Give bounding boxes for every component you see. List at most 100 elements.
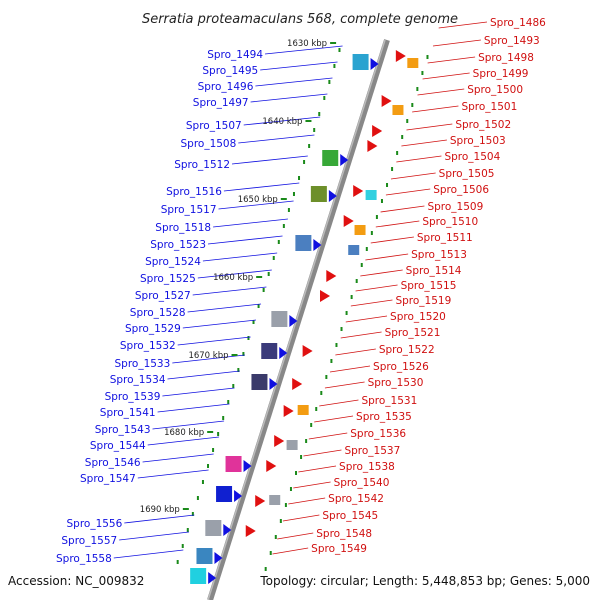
gene-label-left: Spro_1494: [207, 49, 263, 61]
leader-line-right: [303, 449, 342, 457]
kbp-label: 1690 kbp: [140, 505, 180, 515]
gene-arrow-forward: [269, 378, 278, 390]
kbp-label: 1630 kbp: [287, 39, 327, 49]
leader-line-right: [335, 348, 376, 356]
leader-line-right: [345, 315, 388, 323]
gene-label-right: Spro_1531: [361, 395, 417, 407]
leader-line-right: [390, 172, 436, 180]
tick-mark: [237, 368, 240, 372]
gene-arrow-reverse: [343, 215, 354, 227]
kbp-tick: [330, 42, 337, 44]
leader-line-left: [231, 155, 308, 165]
tick-mark: [318, 112, 321, 116]
tick-mark: [267, 272, 270, 276]
tick-mark: [196, 496, 199, 500]
gene-label-left: Spro_1557: [61, 535, 117, 547]
gene-arrow-forward: [208, 572, 217, 584]
tick-mark: [345, 311, 348, 315]
gene-block: [392, 105, 404, 115]
gene-label-right: Spro_1505: [439, 168, 495, 180]
tick-mark: [375, 215, 378, 219]
leader-line-left: [243, 116, 321, 126]
leader-line-left: [213, 218, 288, 228]
gene-label-left: Spro_1512: [174, 159, 230, 171]
gene-label-right: Spro_1530: [368, 377, 424, 389]
leader-line-right: [314, 415, 354, 423]
gene-label-left: Spro_1524: [145, 256, 201, 268]
gene-block: [190, 568, 207, 584]
kbp-label: 1670 kbp: [188, 351, 228, 361]
leader-line-right: [412, 105, 459, 113]
leader-line-left: [152, 420, 225, 430]
leader-line-left: [157, 403, 230, 413]
tick-mark: [370, 231, 373, 235]
gene-arrow-reverse: [381, 95, 392, 107]
leader-line-left: [218, 200, 294, 210]
gene-block: [271, 311, 288, 327]
gene-label-left: Spro_1529: [125, 323, 181, 335]
gene-label-right: Spro_1500: [467, 84, 523, 96]
gene-block: [295, 235, 312, 251]
tick-marks: [176, 48, 429, 571]
gene-block: [348, 245, 360, 255]
gene-label-right: Spro_1506: [433, 184, 489, 196]
tick-mark: [396, 151, 399, 155]
kbp-tick: [231, 354, 238, 356]
gene-label-left: Spro_1527: [135, 290, 191, 302]
gene-block: [225, 456, 242, 472]
gene-block: [310, 186, 327, 202]
gene-label-left: Spro_1495: [202, 65, 258, 77]
gene-label-right: Spro_1538: [339, 461, 395, 473]
gene-label-left: Spro_1496: [198, 81, 254, 93]
map-title: Serratia proteamaculans 568, complete ge…: [142, 12, 458, 27]
tick-mark: [355, 279, 358, 283]
gene-label-left: Spro_1528: [130, 307, 186, 319]
leader-line-left: [113, 549, 184, 559]
gene-block: [354, 225, 366, 235]
leader-line-left: [147, 436, 220, 446]
leader-line-right: [396, 155, 442, 163]
gene-label-left: Spro_1518: [155, 222, 211, 234]
gene-arrow-reverse: [266, 460, 277, 472]
leader-line-right: [380, 205, 425, 213]
leader-line-right: [438, 21, 488, 29]
label-leader-lines: [113, 21, 488, 559]
tick-mark: [295, 471, 298, 475]
tick-mark: [269, 551, 272, 555]
gene-arrow-reverse: [395, 50, 406, 62]
leader-line-left: [177, 336, 251, 346]
tick-mark: [201, 480, 204, 484]
tick-mark: [284, 503, 287, 507]
gene-label-right: Spro_1493: [484, 35, 540, 47]
gene-block: [352, 54, 369, 70]
left-gene-labels: Spro_1494 Spro_1495 Spro_1496 Spro_1497 Spro…: [56, 49, 263, 565]
leader-line-right: [350, 299, 393, 307]
gene-block: [261, 343, 278, 359]
gene-label-left: Spro_1539: [105, 391, 161, 403]
accession-text: Accession: NC_009832: [8, 574, 144, 588]
gene-label-right: Spro_1514: [406, 265, 462, 277]
tick-mark: [222, 416, 225, 420]
leader-line-right: [427, 56, 476, 64]
leader-line-right: [340, 331, 382, 339]
gene-arrow-reverse: [255, 495, 266, 507]
tick-mark: [380, 199, 383, 203]
gene-label-right: Spro_1513: [411, 249, 467, 261]
gene-label-left: Spro_1507: [186, 120, 242, 132]
tick-mark: [333, 64, 336, 68]
tick-mark: [282, 224, 285, 228]
leader-line-right: [308, 432, 348, 440]
leader-line-right: [401, 139, 447, 147]
gene-label-left: Spro_1543: [95, 424, 151, 436]
gene-label-left: Spro_1534: [110, 374, 166, 386]
kbp-label: 1660 kbp: [213, 273, 253, 283]
gene-arrow-reverse: [372, 125, 383, 137]
leader-line-left: [124, 514, 195, 524]
leader-line-right: [406, 123, 453, 131]
gene-arrow-forward: [223, 524, 232, 536]
gene-label-right: Spro_1519: [395, 295, 451, 307]
tick-mark: [340, 327, 343, 331]
tick-mark: [406, 119, 409, 123]
leader-line-left: [172, 354, 245, 364]
